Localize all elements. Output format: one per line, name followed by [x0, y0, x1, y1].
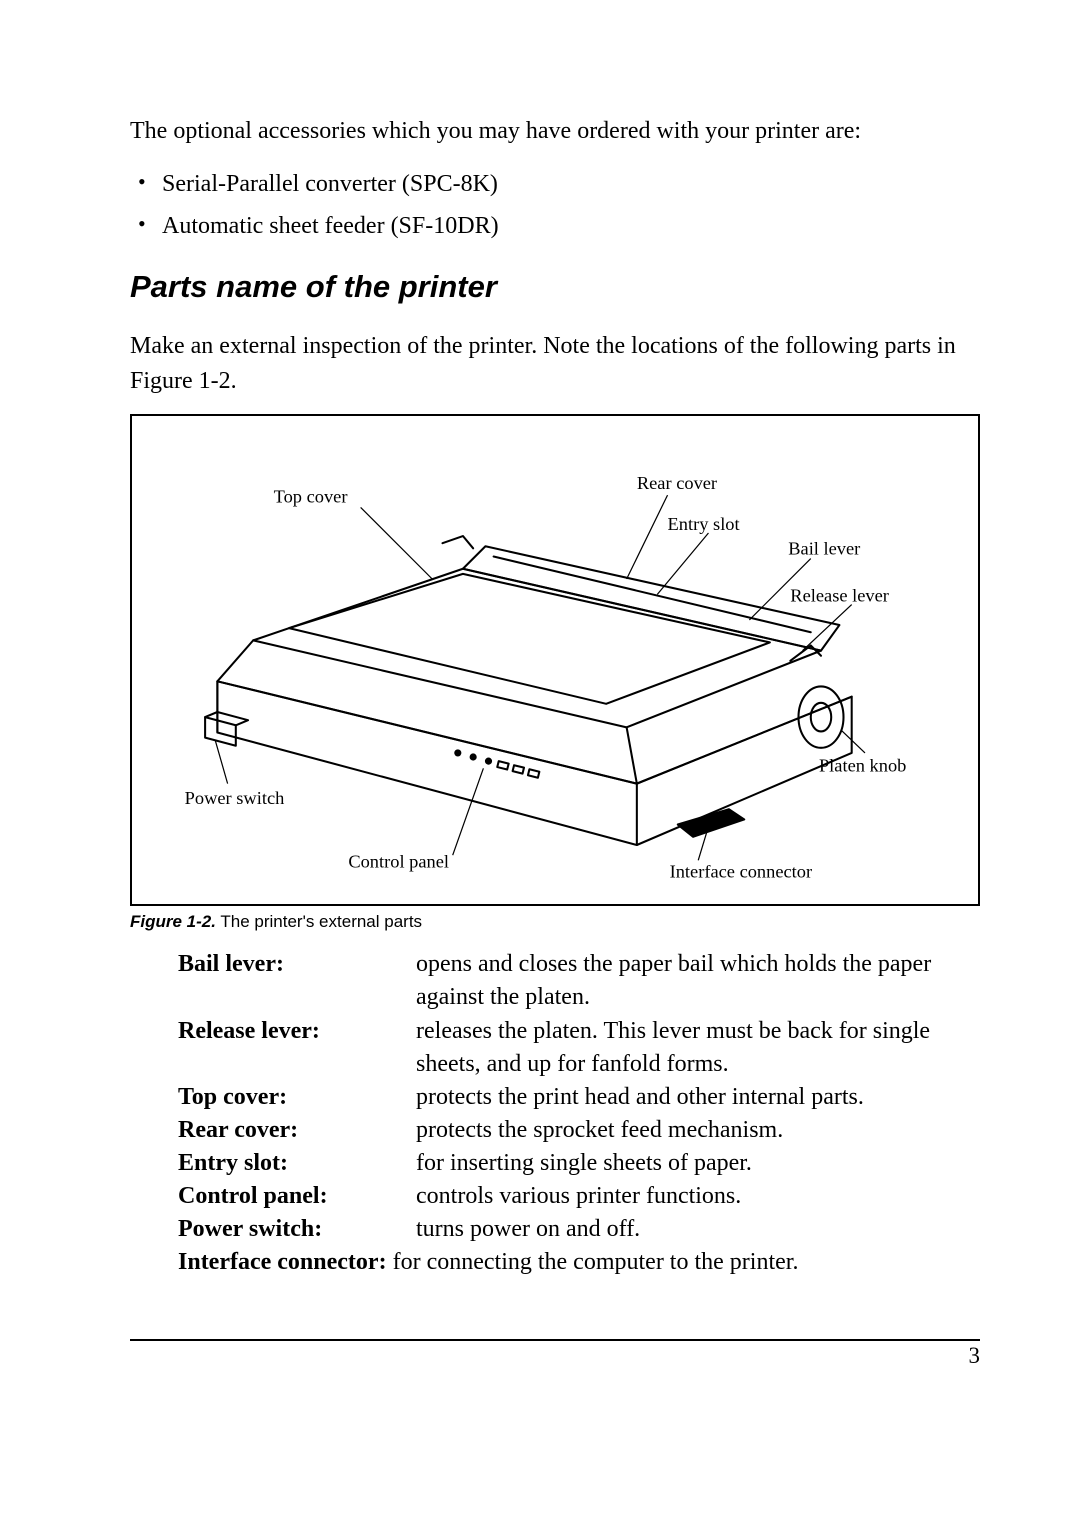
definition-desc: for connecting the computer to the print… [387, 1249, 799, 1275]
definition-row: Control panel: controls various printer … [178, 1180, 980, 1213]
label-release-lever: Release lever [790, 586, 889, 606]
definition-row: Release lever: releases the platen. This… [178, 1015, 980, 1081]
label-bail-lever: Bail lever [788, 539, 860, 559]
definition-desc: controls various printer functions. [416, 1180, 980, 1213]
definition-row: Entry slot: for inserting single sheets … [178, 1147, 980, 1180]
figure-box: Top cover Rear cover Entry slot Bail lev… [130, 414, 980, 906]
label-interface-connector: Interface connector [670, 862, 813, 882]
definition-term: Top cover: [178, 1081, 416, 1114]
definition-row: Top cover: protects the print head and o… [178, 1081, 980, 1114]
definition-desc: opens and closes the paper bail which ho… [416, 948, 980, 1014]
definition-term: Rear cover: [178, 1114, 416, 1147]
body-paragraph: Make an external inspection of the print… [130, 329, 980, 399]
definitions-list: Bail lever: opens and closes the paper b… [178, 948, 980, 1279]
definition-row: Power switch: turns power on and off. [178, 1213, 980, 1246]
definition-desc: protects the print head and other intern… [416, 1081, 980, 1114]
label-platen-knob: Platen knob [819, 756, 906, 776]
label-top-cover: Top cover [274, 487, 348, 507]
list-item: Automatic sheet feeder (SF-10DR) [162, 205, 980, 247]
definition-desc: for inserting single sheets of paper. [416, 1147, 980, 1180]
definition-term: Power switch: [178, 1213, 416, 1246]
label-control-panel: Control panel [348, 852, 449, 872]
list-item: Serial-Parallel converter (SPC-8K) [162, 163, 980, 205]
manual-page: The optional accessories which you may h… [0, 0, 1080, 1429]
definition-row: Bail lever: opens and closes the paper b… [178, 948, 980, 1014]
definition-term: Control panel: [178, 1180, 416, 1213]
section-heading: Parts name of the printer [130, 269, 980, 305]
definition-row: Interface connector: for connecting the … [178, 1246, 980, 1279]
definition-row: Rear cover: protects the sprocket feed m… [178, 1114, 980, 1147]
definition-term: Release lever: [178, 1015, 416, 1081]
label-rear-cover: Rear cover [637, 473, 717, 493]
definition-desc: turns power on and off. [416, 1213, 980, 1246]
accessories-list: Serial-Parallel converter (SPC-8K) Autom… [130, 163, 980, 247]
definition-term: Bail lever: [178, 948, 416, 1014]
label-power-switch: Power switch [185, 788, 285, 808]
label-entry-slot: Entry slot [668, 514, 740, 534]
printer-diagram: Top cover Rear cover Entry slot Bail lev… [156, 446, 954, 886]
figure-caption-label: Figure 1-2. [130, 912, 216, 931]
page-footer: 3 [130, 1339, 980, 1369]
definition-term: Entry slot: [178, 1147, 416, 1180]
figure-caption-text: The printer's external parts [216, 912, 422, 931]
intro-paragraph: The optional accessories which you may h… [130, 114, 980, 149]
page-number: 3 [969, 1343, 981, 1368]
definition-desc: releases the platen. This lever must be … [416, 1015, 980, 1081]
definition-desc: protects the sprocket feed mechanism. [416, 1114, 980, 1147]
definition-term: Interface connector: [178, 1249, 387, 1275]
figure-caption: Figure 1-2. The printer's external parts [130, 912, 980, 932]
